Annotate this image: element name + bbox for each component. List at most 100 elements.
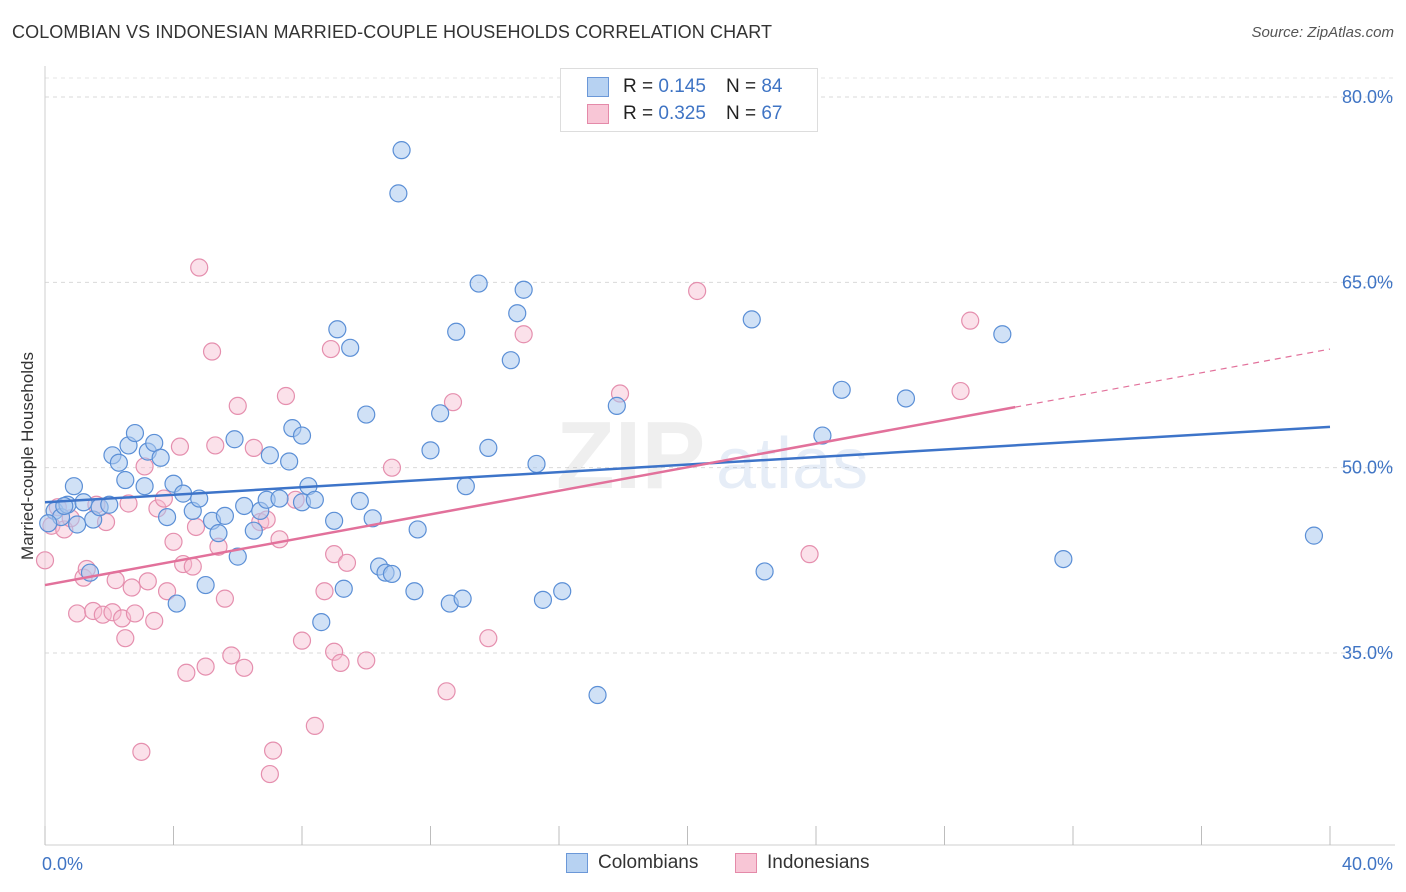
x-tick-label: 40.0% bbox=[1342, 854, 1393, 874]
legend-row-indonesians: R = 0.325 N = 67 bbox=[587, 102, 782, 126]
colombian-point bbox=[350, 491, 369, 511]
indonesian-point bbox=[321, 339, 341, 359]
colombian-point bbox=[469, 274, 488, 293]
indonesian-point bbox=[325, 642, 344, 661]
legend-item-indonesians[interactable]: Indonesians bbox=[735, 852, 869, 874]
colombian-point bbox=[363, 509, 382, 528]
indonesian-point bbox=[260, 764, 279, 784]
colombians-label: Colombians bbox=[598, 852, 699, 873]
indonesian-point bbox=[170, 437, 190, 456]
colombian-point bbox=[280, 452, 299, 471]
indonesian-point bbox=[116, 629, 135, 648]
indonesians-label: Indonesians bbox=[767, 852, 870, 873]
legend-swatch-pink bbox=[587, 104, 609, 124]
legend-swatch-blue bbox=[587, 77, 609, 97]
indonesian-point bbox=[514, 325, 533, 344]
indonesian-point bbox=[157, 582, 177, 601]
indonesian-point bbox=[437, 682, 456, 701]
colombian-point bbox=[389, 184, 408, 203]
y-tick-label: 65.0% bbox=[1342, 272, 1393, 292]
indonesians-trend-line bbox=[44, 405, 1016, 587]
indonesian-point bbox=[800, 545, 819, 564]
indonesian-point bbox=[183, 557, 202, 576]
legend-n-label: N = bbox=[725, 76, 757, 97]
colombian-point bbox=[196, 575, 215, 595]
colombian-point bbox=[260, 446, 279, 465]
indonesian-point bbox=[382, 458, 402, 477]
indonesian-point bbox=[145, 611, 164, 630]
colombian-point bbox=[215, 506, 234, 525]
colombian-point bbox=[292, 426, 312, 445]
indonesian-point bbox=[135, 457, 154, 476]
indonesian-point bbox=[222, 646, 241, 665]
indonesian-point bbox=[196, 657, 215, 676]
colombian-point bbox=[64, 477, 84, 496]
legend-n-value: 84 bbox=[761, 76, 783, 97]
indonesian-point bbox=[164, 532, 183, 551]
colombian-point bbox=[479, 438, 498, 457]
colombian-point bbox=[405, 582, 424, 601]
indonesian-point bbox=[479, 629, 498, 648]
colombian-point bbox=[157, 507, 177, 527]
colombian-point bbox=[755, 562, 774, 581]
y-tick-label: 80.0% bbox=[1342, 87, 1393, 107]
colombian-point bbox=[456, 477, 475, 496]
indonesian-point bbox=[263, 741, 283, 760]
indonesian-point bbox=[154, 489, 173, 508]
trend-lines bbox=[44, 348, 1331, 587]
colombian-point bbox=[408, 520, 427, 539]
colombians-trend-line bbox=[44, 425, 1331, 504]
legend-n-label: N = bbox=[725, 103, 757, 124]
colombian-point bbox=[125, 423, 145, 443]
colombian-point bbox=[167, 594, 186, 613]
legend-item-colombians[interactable]: Colombians bbox=[566, 852, 698, 874]
indonesian-point bbox=[228, 396, 247, 415]
indonesian-point bbox=[961, 311, 980, 330]
colombian-point bbox=[588, 685, 607, 705]
indonesian-point bbox=[206, 436, 225, 455]
indonesian-point bbox=[337, 553, 357, 572]
indonesian-point bbox=[244, 438, 263, 457]
colombian-point bbox=[501, 351, 520, 370]
colombian-point bbox=[270, 489, 289, 508]
colombian-point bbox=[341, 338, 360, 357]
indonesian-point bbox=[186, 517, 206, 537]
indonesians-trend-extension bbox=[1015, 348, 1331, 408]
indonesian-point bbox=[331, 653, 350, 672]
indonesian-point bbox=[315, 582, 334, 601]
colombian-point bbox=[334, 579, 353, 598]
colombian-point bbox=[225, 430, 244, 449]
chart-title: COLOMBIAN VS INDONESIAN MARRIED-COUPLE H… bbox=[12, 22, 773, 42]
colombian-point bbox=[228, 547, 247, 566]
colombian-point bbox=[607, 396, 626, 415]
colombian-point bbox=[312, 613, 331, 632]
colombian-point bbox=[357, 405, 376, 424]
legend-r-label: R = bbox=[623, 103, 654, 124]
indonesian-point bbox=[138, 572, 157, 591]
colombians-swatch bbox=[566, 853, 588, 873]
colombian-point bbox=[328, 320, 347, 339]
colombian-point bbox=[447, 322, 466, 341]
colombian-point bbox=[533, 590, 553, 609]
indonesian-point bbox=[305, 716, 324, 735]
indonesian-point bbox=[119, 494, 138, 513]
colombian-point bbox=[514, 280, 533, 299]
legend-r-value: 0.325 bbox=[658, 103, 706, 124]
indonesian-point bbox=[132, 742, 151, 761]
indonesian-point bbox=[443, 393, 463, 412]
colombian-point bbox=[421, 441, 440, 460]
indonesian-point bbox=[357, 651, 376, 670]
gridlines bbox=[45, 77, 1395, 654]
indonesian-point bbox=[235, 658, 254, 677]
indonesian-point bbox=[84, 601, 103, 621]
watermark-zip: ZIP bbox=[556, 402, 705, 509]
indonesian-point bbox=[68, 604, 87, 623]
colombian-point bbox=[1054, 549, 1073, 569]
legend-n-value: 67 bbox=[761, 103, 783, 124]
indonesian-point bbox=[35, 551, 55, 570]
indonesian-point bbox=[276, 386, 296, 406]
colombian-point bbox=[453, 589, 472, 608]
colombian-point bbox=[151, 448, 170, 467]
colombian-point bbox=[896, 389, 916, 408]
